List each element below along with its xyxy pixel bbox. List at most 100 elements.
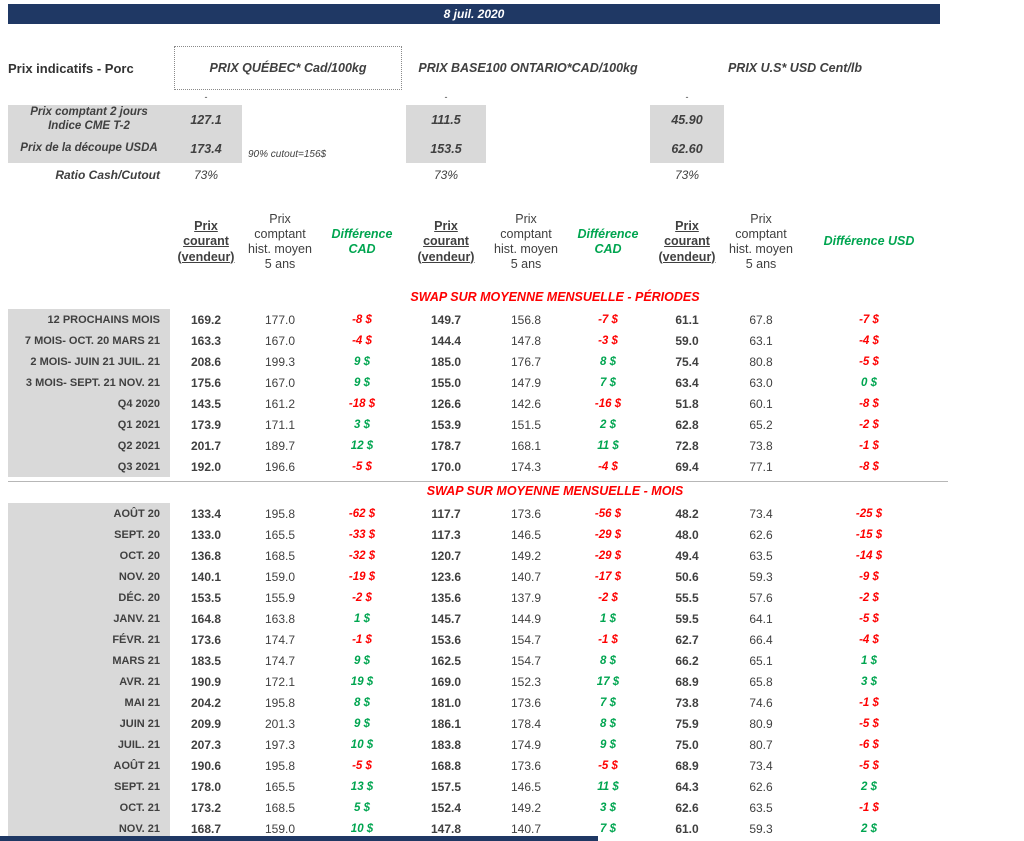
section-mois: SWAP SUR MOYENNE MENSUELLE - MOIS	[8, 484, 940, 503]
difference-cad-cell: -2 $	[598, 591, 618, 604]
prix-courant-cell: 178.0	[190, 779, 222, 794]
difference-usd-cell: 0 $	[861, 376, 877, 389]
difference-cad-cell: -7 $	[598, 313, 618, 326]
spot-value-us: 62.60	[650, 134, 724, 163]
table-row: AOÛT 21 190.6 195.8 -5 $ 168.8 173.6 -5 …	[8, 755, 940, 776]
prix-comptant-hist-cell: 147.8	[510, 333, 542, 348]
prix-comptant-hist-cell: 168.5	[264, 548, 296, 563]
prix-comptant-hist-cell: 154.7	[510, 653, 542, 668]
row-label: AOÛT 21	[8, 755, 170, 776]
difference-usd-cell: -2 $	[859, 591, 879, 604]
difference-cad-cell: 1 $	[354, 612, 370, 625]
prix-courant-cell: 186.1	[430, 716, 462, 731]
row-label: NOV. 21	[8, 818, 170, 839]
difference-usd-cell: 1 $	[861, 654, 877, 667]
row-label: JUIN 21	[8, 713, 170, 734]
prix-comptant-hist-cell: 165.5	[264, 527, 296, 542]
col-header-difference-usd: Différence USD	[823, 234, 915, 249]
difference-usd-cell: -15 $	[855, 528, 883, 541]
spot-row-label: Prix de la découpe USDA	[8, 134, 170, 163]
difference-cad-cell: -4 $	[598, 460, 618, 473]
prix-comptant-hist-cell: 74.6	[749, 695, 773, 710]
prix-comptant-hist-cell: 156.8	[510, 312, 542, 327]
prix-comptant-hist-cell: 195.8	[264, 758, 296, 773]
difference-cad-cell: 8 $	[600, 355, 616, 368]
difference-cad-cell: -56 $	[594, 507, 622, 520]
difference-cad-cell: -5 $	[352, 759, 372, 772]
difference-usd-cell: -1 $	[859, 696, 879, 709]
difference-usd-cell: -5 $	[859, 759, 879, 772]
table-row: Q1 2021 173.9 171.1 3 $ 153.9 151.5 2 $ …	[8, 414, 940, 435]
difference-usd-cell: -4 $	[859, 334, 879, 347]
prix-comptant-hist-cell: 168.5	[264, 800, 296, 815]
prix-courant-cell: 136.8	[190, 548, 222, 563]
prix-comptant-hist-cell: 59.3	[749, 569, 773, 584]
difference-cad-cell: -19 $	[348, 570, 376, 583]
prix-comptant-hist-cell: 73.4	[749, 758, 773, 773]
prix-courant-cell: 190.9	[190, 674, 222, 689]
prix-comptant-hist-cell: 152.3	[510, 674, 542, 689]
difference-cad-cell: -8 $	[352, 313, 372, 326]
difference-cad-cell: 3 $	[354, 418, 370, 431]
prix-courant-cell: 62.7	[675, 632, 699, 647]
prix-comptant-hist-cell: 176.7	[510, 354, 542, 369]
row-label: 7 MOIS- OCT. 20 MARS 21	[8, 330, 170, 351]
prix-courant-cell: 133.4	[190, 506, 222, 521]
difference-cad-cell: 19 $	[350, 675, 374, 688]
difference-cad-cell: -29 $	[594, 528, 622, 541]
prix-courant-cell: 59.0	[675, 333, 699, 348]
prix-courant-cell: 168.7	[190, 821, 222, 836]
group-header-quebec: PRIX QUÉBEC* Cad/100kg	[174, 46, 402, 90]
difference-cad-cell: 9 $	[354, 376, 370, 389]
difference-cad-cell: 10 $	[350, 822, 374, 835]
prix-comptant-hist-cell: 163.8	[264, 611, 296, 626]
prix-courant-cell: 147.8	[430, 821, 462, 836]
row-label: AVR. 21	[8, 671, 170, 692]
prix-courant-cell: 123.6	[430, 569, 462, 584]
difference-usd-cell: -8 $	[859, 460, 879, 473]
difference-cad-cell: -62 $	[348, 507, 376, 520]
difference-cad-cell: 8 $	[600, 654, 616, 667]
difference-usd-cell: -5 $	[859, 717, 879, 730]
table-row: NOV. 21 168.7 159.0 10 $ 147.8 140.7 7 $…	[8, 818, 940, 839]
table-row: DÉC. 20 153.5 155.9 -2 $ 135.6 137.9 -2 …	[8, 587, 940, 608]
prix-courant-cell: 163.3	[190, 333, 222, 348]
difference-cad-cell: 17 $	[596, 675, 620, 688]
difference-cad-cell: -2 $	[352, 591, 372, 604]
bottom-bar	[0, 836, 598, 841]
row-label: OCT. 20	[8, 545, 170, 566]
table-row: 12 PROCHAINS MOIS 169.2 177.0 -8 $ 149.7…	[8, 309, 940, 330]
prix-comptant-hist-cell: 195.8	[264, 506, 296, 521]
prix-courant-cell: 201.7	[190, 438, 222, 453]
prix-courant-cell: 157.5	[430, 779, 462, 794]
col-header-difference-cad: Différence CAD	[577, 226, 639, 256]
spot-value-quebec: 173.4	[170, 134, 242, 163]
prix-courant-cell: 153.6	[430, 632, 462, 647]
prix-courant-cell: 126.6	[430, 396, 462, 411]
prix-courant-cell: 164.8	[190, 611, 222, 626]
prix-comptant-hist-cell: 171.1	[264, 417, 296, 432]
table-row: 7 MOIS- OCT. 20 MARS 21 163.3 167.0 -4 $…	[8, 330, 940, 351]
prix-comptant-hist-cell: 161.2	[264, 396, 296, 411]
table-row: OCT. 20 136.8 168.5 -32 $ 120.7 149.2 -2…	[8, 545, 940, 566]
prix-comptant-hist-cell: 80.9	[749, 716, 773, 731]
prix-comptant-hist-cell: 197.3	[264, 737, 296, 752]
prix-courant-cell: 173.2	[190, 800, 222, 815]
prix-comptant-hist-cell: 63.0	[749, 375, 773, 390]
difference-cad-cell: 3 $	[600, 801, 616, 814]
prix-courant-cell: 59.5	[675, 611, 699, 626]
difference-cad-cell: 7 $	[600, 376, 616, 389]
prix-comptant-hist-cell: 196.6	[264, 459, 296, 474]
prix-comptant-hist-cell: 177.0	[264, 312, 296, 327]
prix-courant-cell: 185.0	[430, 354, 462, 369]
prix-courant-cell: 68.9	[675, 674, 699, 689]
col-header-prix-comptant-hist: Prix comptant hist. moyen 5 ans	[248, 211, 312, 272]
prix-comptant-hist-cell: 77.1	[749, 459, 773, 474]
prix-comptant-hist-cell: 154.7	[510, 632, 542, 647]
ratio-row-label: Ratio Cash/Cutout	[55, 167, 160, 182]
prix-comptant-hist-cell: 66.4	[749, 632, 773, 647]
difference-cad-cell: 13 $	[350, 780, 374, 793]
prix-comptant-hist-cell: 151.5	[510, 417, 542, 432]
prix-comptant-hist-cell: 189.7	[264, 438, 296, 453]
prix-courant-cell: 133.0	[190, 527, 222, 542]
